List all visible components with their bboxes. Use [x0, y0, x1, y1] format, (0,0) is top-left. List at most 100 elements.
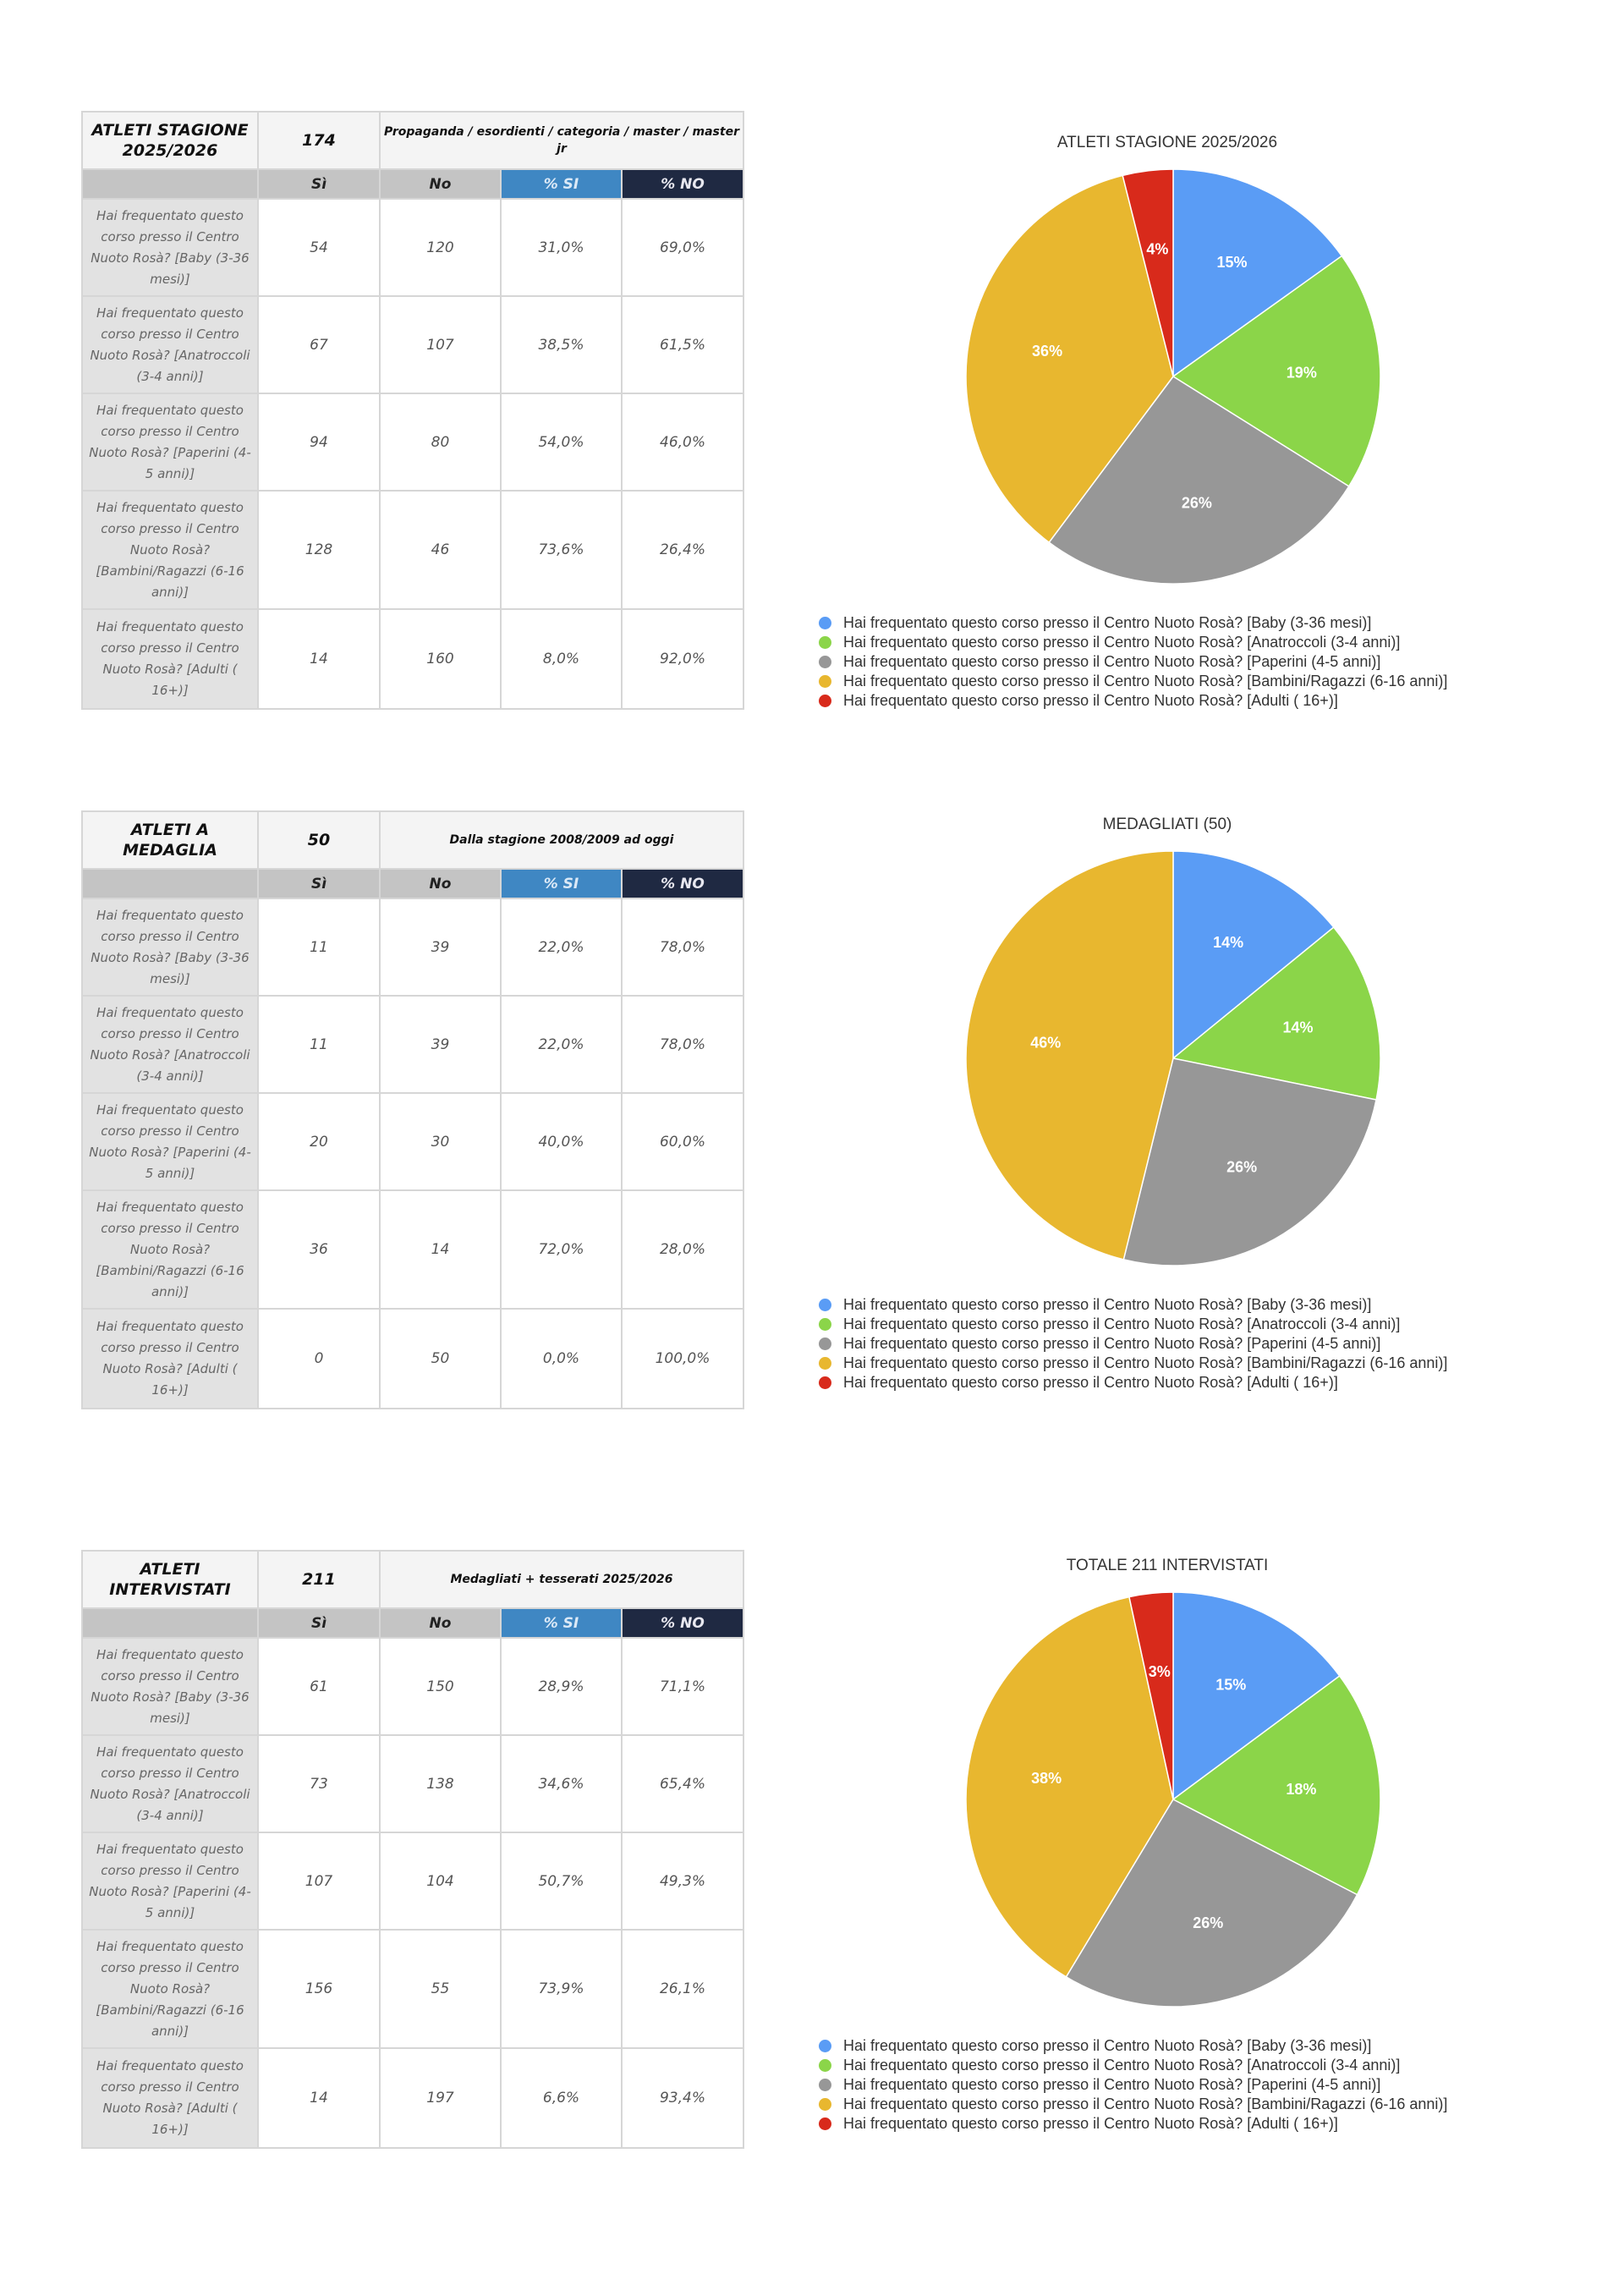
legend-item: Hai frequentato questo corso presso il C… — [819, 2075, 1447, 2095]
header-pct-no: % NO — [621, 868, 744, 899]
cell-pct-si: 72,0% — [500, 1189, 623, 1310]
row-question: Hai frequentato questo corso presso il C… — [81, 898, 259, 997]
summary-table: ATLETI STAGIONE 2025/2026 174 Propaganda /… — [81, 111, 745, 710]
row-question: Hai frequentato questo corso presso il C… — [81, 1189, 259, 1310]
cell-si: 36 — [257, 1189, 381, 1310]
legend-item: Hai frequentato questo corso presso il C… — [819, 652, 1447, 672]
cell-pct-si: 28,9% — [500, 1637, 623, 1736]
cell-pct-no: 69,0% — [620, 198, 745, 297]
cell-pct-si: 50,7% — [500, 1832, 623, 1931]
cell-no: 55 — [379, 1929, 502, 2049]
table-title: ATLETI A MEDAGLIA — [81, 810, 259, 870]
legend-item: Hai frequentato questo corso presso il C… — [819, 2036, 1447, 2056]
header-si: Sì — [257, 1607, 381, 1639]
slice-label: 14% — [1282, 1019, 1313, 1036]
legend-dot-icon — [819, 2040, 831, 2052]
table-header-row: ATLETI A MEDAGLIA 50 Dalla stagione 2008/2… — [81, 810, 744, 870]
legend-label: Hai frequentato questo corso presso il C… — [843, 1316, 1401, 1332]
legend-item: Hai frequentato questo corso presso il C… — [819, 1354, 1447, 1373]
cell-pct-no: 65,4% — [621, 1734, 744, 1833]
header-pct-no: % NO — [621, 1607, 744, 1639]
cell-pct-no: 28,0% — [621, 1189, 744, 1310]
slice-label: 18% — [1286, 1781, 1316, 1798]
pie-slice — [1171, 926, 1381, 1101]
cell-si: 20 — [257, 1092, 381, 1191]
legend-dot-icon — [819, 656, 831, 668]
cell-pct-no: 61,5% — [620, 295, 745, 394]
header-pct-no: % NO — [620, 168, 745, 200]
legend-item: Hai frequentato questo corso presso il C… — [819, 2114, 1447, 2134]
pie-slice — [965, 1596, 1174, 1978]
pie-slice — [1171, 255, 1381, 487]
legend-item: Hai frequentato questo corso presso il C… — [819, 613, 1447, 633]
cell-no: 104 — [379, 1832, 502, 1931]
cell-pct-si: 22,0% — [500, 995, 623, 1094]
pie-slice — [1065, 1799, 1358, 2008]
row-question: Hai frequentato questo corso presso il C… — [81, 1832, 259, 1931]
slice-label: 36% — [1032, 343, 1062, 360]
table-row: Hai frequentato questo corso presso il C… — [81, 1092, 744, 1191]
cell-pct-si: 34,6% — [500, 1734, 623, 1833]
cell-no: 160 — [379, 608, 502, 710]
header-no: No — [379, 168, 502, 200]
cell-pct-si: 54,0% — [500, 393, 623, 492]
table-header-row: ATLETI INTERVISTATI 211 Medagliati + tesse… — [81, 1550, 744, 1609]
legend-dot-icon — [819, 1338, 831, 1350]
header-pct-si: % SI — [500, 868, 623, 899]
cell-no: 120 — [379, 198, 502, 297]
chart-title: ATLETI STAGIONE 2025/2026 — [1056, 134, 1278, 151]
header-blank — [81, 868, 259, 899]
pie-slice — [1171, 1674, 1381, 1896]
cell-si: 54 — [257, 198, 381, 297]
row-question: Hai frequentato questo corso presso il C… — [81, 1637, 259, 1736]
table-description: Medagliati + tesserati 2025/2026 — [379, 1550, 744, 1609]
chart-title: MEDAGLIATI (50) — [1102, 816, 1232, 833]
legend-item: Hai frequentato questo corso presso il C… — [819, 691, 1447, 711]
legend-label: Hai frequentato questo corso presso il C… — [843, 2057, 1401, 2074]
legend-label: Hai frequentato questo corso presso il C… — [843, 673, 1448, 689]
cell-pct-si: 40,0% — [500, 1092, 623, 1191]
chart-legend: Hai frequentato questo corso presso il C… — [819, 1295, 1447, 1392]
header-pct-si: % SI — [500, 1607, 623, 1639]
slice-label: 4% — [1146, 240, 1168, 257]
cell-no: 107 — [379, 295, 502, 394]
slice-label: 3% — [1149, 1663, 1171, 1680]
row-question: Hai frequentato questo corso presso il C… — [81, 1308, 259, 1409]
cell-si: 67 — [257, 295, 381, 394]
legend-item: Hai frequentato questo corso presso il C… — [819, 1334, 1447, 1354]
legend-dot-icon — [819, 1299, 831, 1311]
pie-slice — [1172, 850, 1335, 1060]
row-question: Hai frequentato questo corso presso il C… — [81, 1734, 259, 1833]
cell-si: 11 — [257, 995, 381, 1094]
cell-no: 50 — [379, 1308, 502, 1409]
cell-pct-no: 49,3% — [621, 1832, 744, 1931]
pie-slice — [1172, 168, 1343, 378]
cell-si: 128 — [257, 490, 381, 610]
row-question: Hai frequentato questo corso presso il C… — [81, 608, 259, 710]
header-no: No — [379, 868, 502, 899]
pie-svg: 15% 19% 26% 36% 4% — [965, 168, 1381, 585]
slice-label: 14% — [1213, 934, 1243, 951]
cell-pct-no: 93,4% — [621, 2047, 744, 2149]
cell-no: 46 — [379, 490, 502, 610]
legend-item: Hai frequentato questo corso presso il C… — [819, 633, 1447, 652]
cell-si: 156 — [257, 1929, 381, 2049]
pie-svg: 15% 18% 26% 38% 3% — [965, 1591, 1381, 2008]
legend-dot-icon — [819, 636, 831, 649]
cell-pct-no: 60,0% — [621, 1092, 744, 1191]
summary-table: ATLETI INTERVISTATI 211 Medagliati + tesse… — [81, 1550, 744, 2149]
legend-label: Hai frequentato questo corso presso il C… — [843, 2115, 1338, 2132]
legend-label: Hai frequentato questo corso presso il C… — [843, 1335, 1381, 1352]
table-row: Hai frequentato questo corso presso il C… — [81, 608, 745, 710]
pie-slice — [1048, 375, 1350, 585]
table-row: Hai frequentato questo corso presso il C… — [81, 1308, 744, 1409]
legend-label: Hai frequentato questo corso presso il C… — [843, 692, 1338, 709]
legend-label: Hai frequentato questo corso presso il C… — [843, 1374, 1338, 1391]
cell-no: 80 — [379, 393, 502, 492]
header-no: No — [379, 1607, 502, 1639]
pie-slice — [965, 174, 1174, 544]
table-row: Hai frequentato questo corso presso il C… — [81, 1189, 744, 1310]
cell-pct-no: 92,0% — [620, 608, 745, 710]
header-si: Sì — [257, 168, 381, 200]
legend-dot-icon — [819, 1318, 831, 1331]
